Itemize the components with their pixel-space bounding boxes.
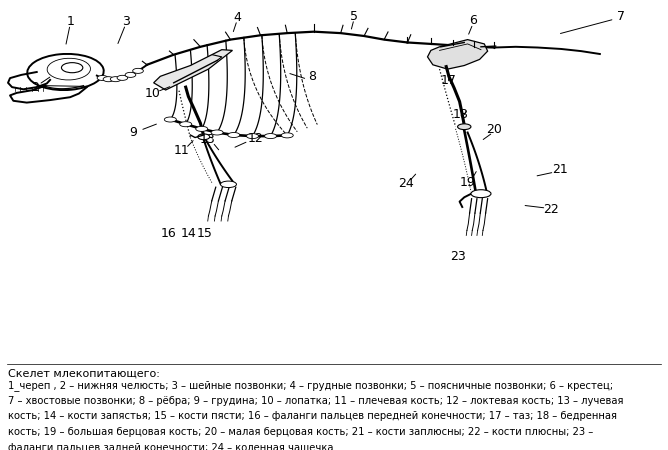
Ellipse shape bbox=[110, 76, 121, 82]
Text: 1_череп , 2 – нижняя челюсть; 3 – шейные позвонки; 4 – грудные позвонки; 5 – поя: 1_череп , 2 – нижняя челюсть; 3 – шейные… bbox=[8, 380, 613, 391]
Ellipse shape bbox=[133, 68, 144, 73]
Ellipse shape bbox=[164, 117, 176, 122]
Ellipse shape bbox=[27, 54, 104, 90]
Polygon shape bbox=[428, 40, 488, 69]
Text: 6: 6 bbox=[469, 14, 477, 27]
Text: кость; 14 – кости запястья; 15 – кости пясти; 16 – фаланги пальцев передней коне: кость; 14 – кости запястья; 15 – кости п… bbox=[8, 411, 617, 421]
Text: 11: 11 bbox=[174, 144, 190, 157]
Ellipse shape bbox=[180, 122, 192, 127]
Text: 2: 2 bbox=[31, 81, 39, 94]
Ellipse shape bbox=[211, 130, 223, 135]
Ellipse shape bbox=[97, 76, 108, 81]
Text: 16: 16 bbox=[161, 227, 177, 240]
Text: 15: 15 bbox=[197, 227, 213, 240]
Ellipse shape bbox=[246, 134, 259, 139]
Ellipse shape bbox=[281, 133, 293, 138]
Text: 10: 10 bbox=[144, 87, 160, 100]
Text: 18: 18 bbox=[453, 108, 469, 121]
Ellipse shape bbox=[103, 76, 114, 82]
Ellipse shape bbox=[196, 126, 208, 131]
Ellipse shape bbox=[458, 124, 471, 130]
Text: 21: 21 bbox=[552, 163, 568, 176]
Text: кость; 19 – большая берцовая кость; 20 – малая берцовая кость; 21 – кости заплюс: кость; 19 – большая берцовая кость; 20 –… bbox=[8, 427, 593, 437]
Text: 23: 23 bbox=[450, 250, 466, 263]
Text: 3: 3 bbox=[122, 15, 130, 28]
Ellipse shape bbox=[228, 132, 240, 138]
Ellipse shape bbox=[220, 181, 236, 188]
Ellipse shape bbox=[265, 134, 277, 139]
Text: 4: 4 bbox=[233, 11, 241, 24]
Text: 1: 1 bbox=[66, 15, 74, 28]
Text: 12: 12 bbox=[247, 132, 263, 145]
Text: 22: 22 bbox=[543, 203, 559, 216]
Text: 7: 7 bbox=[617, 10, 625, 22]
Ellipse shape bbox=[198, 134, 210, 140]
Text: 7 – хвостовые позвонки; 8 – рёбра; 9 – грудина; 10 – лопатка; 11 – плечевая кост: 7 – хвостовые позвонки; 8 – рёбра; 9 – г… bbox=[8, 396, 623, 405]
Polygon shape bbox=[154, 50, 232, 90]
Ellipse shape bbox=[117, 75, 128, 81]
Text: фаланги пальцев задней конечности; 24 – коленная чашечка: фаланги пальцев задней конечности; 24 – … bbox=[8, 443, 333, 450]
Text: 13: 13 bbox=[199, 133, 215, 146]
Text: 20: 20 bbox=[486, 123, 502, 136]
Text: 17: 17 bbox=[441, 75, 457, 87]
Text: 8: 8 bbox=[309, 70, 317, 83]
Ellipse shape bbox=[471, 190, 491, 198]
Text: Скелет млекопитающего:: Скелет млекопитающего: bbox=[8, 369, 160, 379]
Text: 14: 14 bbox=[181, 227, 197, 240]
Ellipse shape bbox=[61, 63, 83, 73]
Text: 9: 9 bbox=[130, 126, 138, 139]
Text: 24: 24 bbox=[398, 177, 414, 190]
Ellipse shape bbox=[125, 72, 136, 77]
Text: 5: 5 bbox=[350, 10, 358, 22]
Text: 19: 19 bbox=[460, 176, 476, 189]
